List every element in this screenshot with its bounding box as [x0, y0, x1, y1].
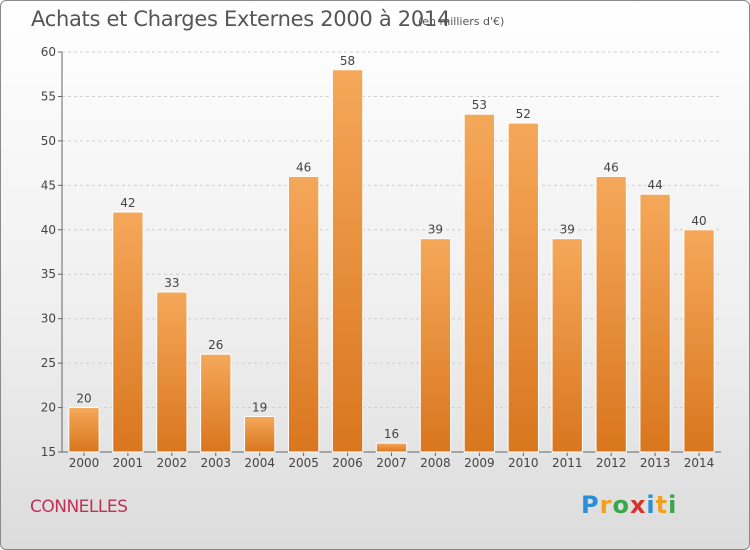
commune-name: CONNELLES — [30, 497, 128, 517]
y-tick-label: 45 — [41, 178, 56, 192]
y-tick-label: 60 — [41, 45, 56, 59]
data-label: 33 — [164, 276, 179, 290]
data-labels: 20 42 33 26 19 46 58 16 39 53 52 39 46 44 40 — [76, 54, 706, 441]
data-label: 16 — [384, 427, 399, 441]
x-tick-label: 2002 — [157, 456, 188, 470]
data-label: 46 — [296, 160, 311, 174]
proxiti-logo: Proxiti — [581, 491, 677, 519]
logo-letter: P — [581, 491, 600, 519]
bar — [419, 238, 452, 453]
x-tick-label: 2004 — [244, 456, 275, 470]
y-tick-label: 40 — [41, 223, 56, 237]
y-tick-label: 35 — [41, 267, 56, 281]
bar — [68, 407, 100, 453]
data-label: 39 — [560, 223, 575, 237]
x-tick-label: 2008 — [420, 456, 451, 470]
data-label: 39 — [428, 223, 443, 237]
y-tick-label: 25 — [41, 356, 56, 370]
y-tick-label: 20 — [41, 401, 56, 415]
bar — [683, 229, 715, 453]
bar — [112, 211, 144, 453]
chart-subtitle: (en milliers d'€) — [418, 15, 505, 28]
x-tick-label: 2014 — [684, 456, 715, 470]
data-label: 52 — [516, 107, 531, 121]
data-label: 40 — [691, 214, 706, 228]
bar — [156, 291, 188, 453]
logo-letter: i — [668, 491, 678, 519]
logo-letter: x — [629, 491, 647, 519]
bar — [200, 353, 232, 453]
bar — [595, 175, 627, 453]
bars — [68, 69, 715, 453]
bar — [331, 69, 364, 453]
data-label: 44 — [647, 178, 662, 192]
logo-letter: r — [599, 491, 613, 519]
data-label: 53 — [472, 98, 487, 112]
x-tick-label: 2006 — [332, 456, 363, 470]
y-tick-label: 15 — [41, 445, 56, 459]
x-tick-label: 2000 — [69, 456, 100, 470]
logo-letter: o — [612, 491, 630, 519]
bar — [507, 122, 539, 453]
data-label: 46 — [604, 160, 619, 174]
logo-letter: t — [655, 491, 669, 519]
bar — [639, 193, 671, 453]
y-tick-label: 30 — [41, 312, 56, 326]
x-tick-label: 2001 — [113, 456, 144, 470]
y-tick-label: 55 — [41, 89, 56, 103]
data-label: 20 — [76, 392, 91, 406]
bar — [463, 113, 496, 453]
chart-title: Achats et Charges Externes 2000 à 2014 — [31, 7, 451, 31]
data-label: 58 — [340, 54, 355, 68]
y-tick-labels: 15 20 25 30 35 40 45 50 55 60 — [41, 45, 56, 459]
x-tick-label: 2013 — [640, 456, 671, 470]
x-tick-label: 2011 — [552, 456, 583, 470]
x-tick-label: 2007 — [376, 456, 407, 470]
x-tick-labels: 2000 2001 2002 2003 2004 2005 2006 2007 2008 2009… — [69, 456, 715, 470]
bar — [244, 415, 276, 453]
y-tick-label: 50 — [41, 134, 56, 148]
x-tick-label: 2009 — [464, 456, 495, 470]
bar — [287, 175, 320, 453]
x-tick-label: 2005 — [288, 456, 319, 470]
x-tick-label: 2012 — [596, 456, 627, 470]
x-tick-label: 2003 — [200, 456, 231, 470]
x-tick-label: 2010 — [508, 456, 539, 470]
data-label: 19 — [252, 400, 267, 414]
data-label: 42 — [120, 196, 135, 210]
data-label: 26 — [208, 338, 223, 352]
logo-letter: i — [646, 491, 656, 519]
bar — [551, 238, 583, 453]
bar — [375, 442, 408, 453]
